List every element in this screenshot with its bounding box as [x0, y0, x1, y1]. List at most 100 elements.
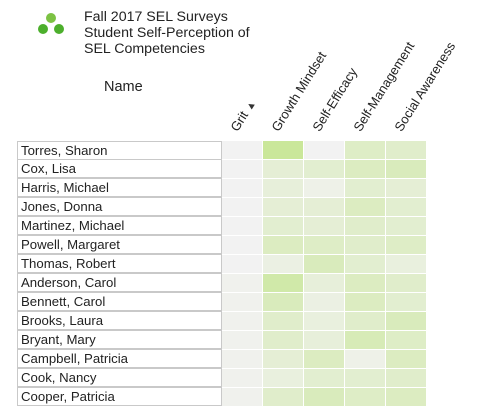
heat-cell-social-awareness[interactable] [386, 236, 427, 255]
column-header-self-efficacy[interactable]: Self-Efficacy [309, 65, 360, 134]
heat-cell-group [222, 274, 427, 293]
heat-cell-self-efficacy[interactable] [304, 179, 345, 198]
heat-cell-grit[interactable] [222, 350, 263, 369]
heat-cell-growth-mindset[interactable] [263, 198, 304, 217]
heat-cell-self-management[interactable] [345, 141, 386, 160]
heat-cell-social-awareness[interactable] [386, 331, 427, 350]
heat-cell-self-efficacy[interactable] [304, 388, 345, 407]
heat-cell-grit[interactable] [222, 217, 263, 236]
student-name-cell[interactable]: Cox, Lisa [17, 159, 222, 178]
heat-cell-self-efficacy[interactable] [304, 312, 345, 331]
student-name-cell[interactable]: Thomas, Robert [17, 254, 222, 273]
heat-cell-group [222, 255, 427, 274]
heat-cell-grit[interactable] [222, 198, 263, 217]
heat-cell-self-management[interactable] [345, 160, 386, 179]
table-row: Brooks, Laura [17, 311, 427, 331]
heat-cell-social-awareness[interactable] [386, 179, 427, 198]
heat-cell-group [222, 312, 427, 331]
heat-cell-growth-mindset[interactable] [263, 293, 304, 312]
heat-cell-self-management[interactable] [345, 312, 386, 331]
heat-cell-growth-mindset[interactable] [263, 274, 304, 293]
heat-cell-grit[interactable] [222, 236, 263, 255]
student-name-cell[interactable]: Campbell, Patricia [17, 349, 222, 368]
heat-cell-self-efficacy[interactable] [304, 350, 345, 369]
heat-cell-grit[interactable] [222, 369, 263, 388]
heat-cell-self-efficacy[interactable] [304, 236, 345, 255]
heat-cell-self-efficacy[interactable] [304, 255, 345, 274]
heat-cell-self-management[interactable] [345, 255, 386, 274]
column-header-self-management[interactable]: Self-Management [350, 39, 417, 134]
heat-cell-grit[interactable] [222, 179, 263, 198]
heat-cell-growth-mindset[interactable] [263, 312, 304, 331]
heat-cell-self-management[interactable] [345, 236, 386, 255]
heat-cell-self-management[interactable] [345, 350, 386, 369]
heat-cell-group [222, 369, 427, 388]
heat-cell-self-efficacy[interactable] [304, 369, 345, 388]
name-column-header[interactable]: Name [104, 79, 143, 95]
student-name-cell[interactable]: Torres, Sharon [17, 141, 222, 160]
heat-cell-self-management[interactable] [345, 293, 386, 312]
heat-cell-growth-mindset[interactable] [263, 331, 304, 350]
heat-cell-social-awareness[interactable] [386, 350, 427, 369]
student-name-cell[interactable]: Harris, Michael [17, 178, 222, 197]
heat-cell-social-awareness[interactable] [386, 369, 427, 388]
heat-cell-growth-mindset[interactable] [263, 369, 304, 388]
column-header-grit[interactable]: Grit▲ [227, 96, 258, 134]
student-name-cell[interactable]: Powell, Margaret [17, 235, 222, 254]
heat-cell-grit[interactable] [222, 141, 263, 160]
heat-cell-social-awareness[interactable] [386, 198, 427, 217]
sort-triangle-icon[interactable]: ▲ [243, 98, 259, 113]
heat-cell-self-management[interactable] [345, 217, 386, 236]
table-row: Thomas, Robert [17, 254, 427, 274]
heat-cell-self-efficacy[interactable] [304, 217, 345, 236]
heat-cell-growth-mindset[interactable] [263, 388, 304, 407]
table-row: Anderson, Carol [17, 273, 427, 293]
heat-cell-social-awareness[interactable] [386, 217, 427, 236]
column-header-growth-mindset[interactable]: Growth Mindset [268, 49, 329, 134]
student-name-cell[interactable]: Anderson, Carol [17, 273, 222, 292]
heat-cell-growth-mindset[interactable] [263, 160, 304, 179]
heat-cell-self-efficacy[interactable] [304, 160, 345, 179]
heat-cell-growth-mindset[interactable] [263, 179, 304, 198]
student-name-cell[interactable]: Bryant, Mary [17, 330, 222, 349]
heat-cell-grit[interactable] [222, 331, 263, 350]
heat-cell-self-management[interactable] [345, 331, 386, 350]
student-name-cell[interactable]: Martinez, Michael [17, 216, 222, 235]
heat-cell-growth-mindset[interactable] [263, 217, 304, 236]
heat-cell-growth-mindset[interactable] [263, 350, 304, 369]
student-name-cell[interactable]: Cook, Nancy [17, 368, 222, 387]
heat-cell-self-management[interactable] [345, 198, 386, 217]
heat-cell-social-awareness[interactable] [386, 141, 427, 160]
column-header-social-awareness[interactable]: Social Awareness [391, 39, 458, 134]
heat-cell-social-awareness[interactable] [386, 274, 427, 293]
heat-cell-self-efficacy[interactable] [304, 141, 345, 160]
heat-cell-self-management[interactable] [345, 388, 386, 407]
heat-cell-self-efficacy[interactable] [304, 331, 345, 350]
heat-cell-social-awareness[interactable] [386, 160, 427, 179]
heat-cell-growth-mindset[interactable] [263, 141, 304, 160]
heat-cell-social-awareness[interactable] [386, 312, 427, 331]
heat-cell-grit[interactable] [222, 312, 263, 331]
student-name-cell[interactable]: Bennett, Carol [17, 292, 222, 311]
heat-cell-grit[interactable] [222, 255, 263, 274]
heat-cell-growth-mindset[interactable] [263, 236, 304, 255]
heat-cell-self-efficacy[interactable] [304, 198, 345, 217]
student-name-cell[interactable]: Jones, Donna [17, 197, 222, 216]
heat-cell-social-awareness[interactable] [386, 388, 427, 407]
student-name-cell[interactable]: Brooks, Laura [17, 311, 222, 330]
heat-cell-self-management[interactable] [345, 179, 386, 198]
column-header-label: Growth Mindset [268, 48, 330, 134]
heat-cell-social-awareness[interactable] [386, 293, 427, 312]
heat-cell-grit[interactable] [222, 274, 263, 293]
heat-cell-grit[interactable] [222, 293, 263, 312]
heat-cell-grit[interactable] [222, 388, 263, 407]
heat-cell-self-efficacy[interactable] [304, 274, 345, 293]
student-name-cell[interactable]: Cooper, Patricia [17, 387, 222, 406]
heat-cell-growth-mindset[interactable] [263, 255, 304, 274]
heat-cell-self-efficacy[interactable] [304, 293, 345, 312]
heat-cell-self-management[interactable] [345, 369, 386, 388]
heat-cell-self-management[interactable] [345, 274, 386, 293]
table-row: Bryant, Mary [17, 330, 427, 350]
heat-cell-social-awareness[interactable] [386, 255, 427, 274]
heat-cell-grit[interactable] [222, 160, 263, 179]
